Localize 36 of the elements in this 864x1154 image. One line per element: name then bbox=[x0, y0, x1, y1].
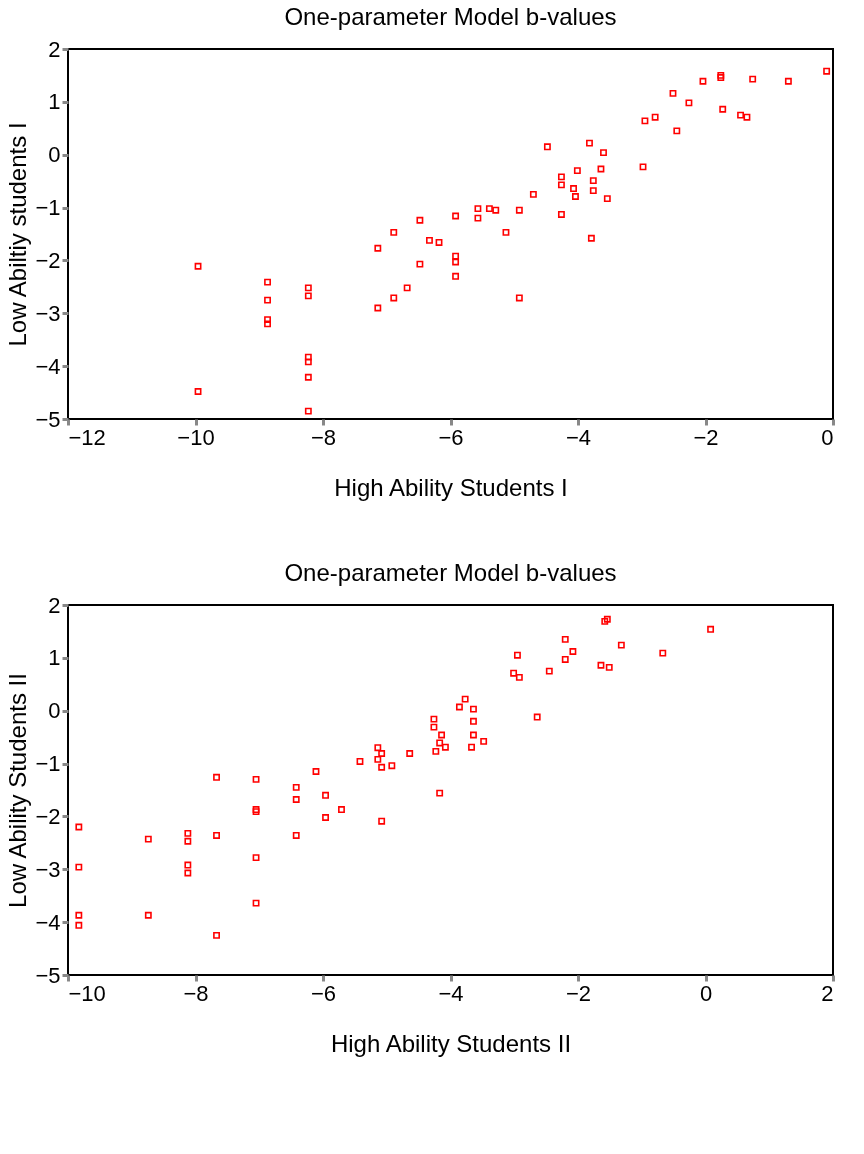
x-tick-label: 2 bbox=[821, 980, 834, 1006]
y-tick-label: 2 bbox=[48, 592, 61, 618]
x-tick-label: −4 bbox=[565, 424, 592, 450]
y-tick-label: −4 bbox=[35, 353, 61, 379]
y-tick-label: −5 bbox=[35, 406, 61, 432]
y-tick-label: −2 bbox=[35, 247, 61, 273]
y-tick-label: −5 bbox=[35, 962, 61, 988]
chart-title: One-parameter Model b-values bbox=[284, 3, 617, 30]
y-tick-label: 2 bbox=[48, 36, 61, 62]
y-axis-title: Low Ability Students II bbox=[4, 673, 32, 908]
x-axis-title: High Ability Students I bbox=[334, 473, 568, 501]
y-tick-label: 0 bbox=[48, 142, 61, 168]
y-tick-label: 1 bbox=[48, 89, 61, 115]
x-tick-label: −6 bbox=[310, 980, 337, 1006]
x-tick-label: 0 bbox=[699, 980, 713, 1006]
x-axis-title: High Ability Students II bbox=[330, 1029, 572, 1057]
x-tick-label: −8 bbox=[310, 424, 337, 450]
y-tick-label: −1 bbox=[35, 751, 61, 777]
x-tick-label: −8 bbox=[183, 980, 209, 1006]
y-tick-label: −3 bbox=[35, 856, 61, 882]
y-axis-title: Low Abiltiy students I bbox=[4, 122, 32, 347]
x-tick-label: −6 bbox=[438, 424, 464, 450]
chart-title: One-parameter Model b-values bbox=[284, 559, 617, 586]
x-tick-label: 0 bbox=[821, 424, 834, 450]
y-tick-label: −1 bbox=[35, 195, 61, 221]
y-tick-label: −4 bbox=[35, 909, 61, 935]
y-tick-label: 1 bbox=[48, 645, 61, 671]
x-tick-label: −2 bbox=[693, 424, 719, 450]
x-tick-label: −10 bbox=[68, 980, 106, 1006]
y-tick-label: −2 bbox=[35, 803, 61, 829]
y-tick-label: −3 bbox=[35, 300, 61, 326]
x-tick-label: −12 bbox=[68, 424, 106, 450]
x-tick-label: −4 bbox=[438, 980, 464, 1006]
y-tick-label: 0 bbox=[48, 698, 61, 724]
x-tick-label: −10 bbox=[177, 424, 215, 450]
x-tick-label: −2 bbox=[565, 980, 592, 1006]
